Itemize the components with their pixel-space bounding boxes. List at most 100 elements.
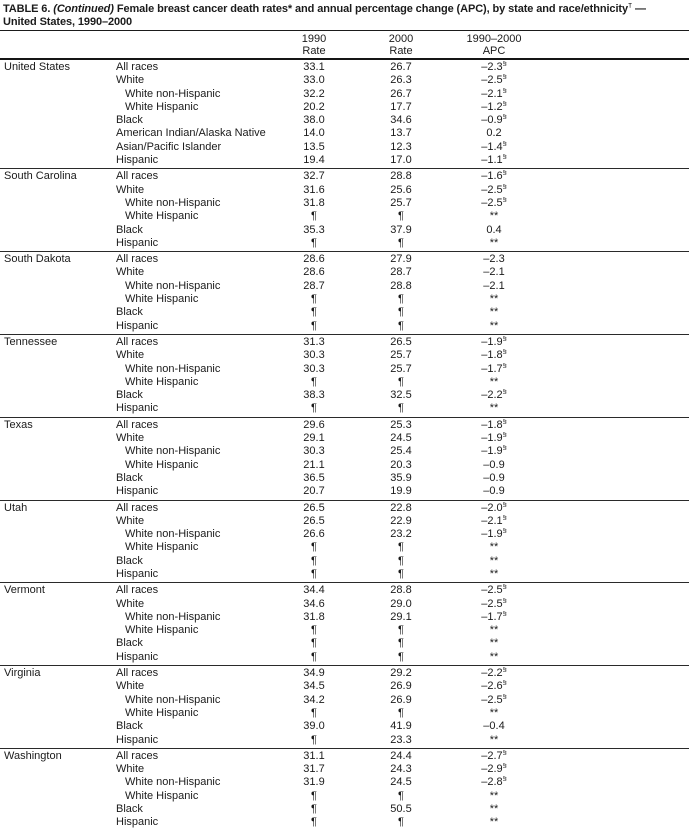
row-spacer [544, 816, 689, 829]
header-spacer-race [116, 33, 270, 57]
row-spacer [544, 237, 689, 250]
section-sign-footnote-marker: § [502, 667, 507, 674]
row-spacer [544, 598, 689, 611]
apc-value: –1.1§ [444, 154, 544, 167]
state-label [0, 694, 116, 707]
row-spacer [544, 101, 689, 114]
row-spacer [544, 127, 689, 140]
row-spacer [544, 776, 689, 789]
rate-2000-value: 28.8 [390, 584, 412, 597]
apc-value: ** [489, 816, 499, 829]
rate-1990-value: 30.3 [303, 362, 325, 375]
row-spacer [544, 293, 689, 306]
rate-1990-value: 14.0 [303, 127, 325, 140]
apc-value: –2.8§ [444, 776, 544, 789]
race-label: White Hispanic [125, 293, 199, 306]
section-sign-footnote-marker: § [502, 501, 507, 508]
state-label [0, 293, 116, 306]
rate-1990-value: 31.9 [303, 776, 325, 789]
rate-2000-value: ¶ [398, 624, 404, 637]
state-label [0, 141, 116, 154]
race-label: Hispanic [116, 650, 159, 663]
state-label [0, 101, 116, 114]
race-label: White non-Hispanic [125, 196, 221, 209]
table-row: White Hispanic ¶ ¶ ** [0, 624, 689, 637]
rate-1990-value: 28.7 [303, 279, 325, 292]
table-row: United States All races 33.1 26.7 –2.3§ [0, 61, 689, 74]
state-label [0, 720, 116, 733]
race-label: Black [116, 637, 143, 650]
state-label: United States [4, 61, 71, 73]
rate-2000-value: 12.3 [390, 140, 412, 153]
race-label: White non-Hispanic [125, 362, 221, 375]
row-spacer [544, 459, 689, 472]
apc-value: –2.7§ [444, 750, 544, 763]
race-label: All races [116, 61, 159, 73]
race-label: White [116, 432, 145, 445]
state-label [0, 598, 116, 611]
table-row: White Hispanic ¶ ¶ ** [0, 541, 689, 554]
apc-value: ** [489, 210, 499, 223]
header-spacer-end [544, 33, 689, 57]
race-label: Hispanic [116, 733, 159, 746]
row-spacer [544, 502, 689, 515]
state-label [0, 445, 116, 458]
rate-1990-value: 33.1 [303, 61, 325, 73]
rate-1990-value: 20.2 [303, 100, 325, 113]
rate-2000-value: 17.0 [390, 154, 412, 167]
race-label: Black [116, 720, 143, 733]
row-spacer [544, 320, 689, 333]
state-label [0, 210, 116, 223]
apc-value: –1.7§ [444, 611, 544, 624]
race-label: All races [116, 335, 159, 348]
row-spacer [544, 472, 689, 485]
state-label [0, 266, 116, 279]
table-title: TABLE 6. (Continued) Female breast cance… [0, 3, 689, 31]
section-sign-footnote-marker: § [502, 100, 507, 108]
apc-value: ** [489, 733, 499, 746]
apc-value: –0.4 [483, 720, 505, 733]
row-spacer [544, 419, 689, 432]
state-label [0, 734, 116, 747]
row-spacer [544, 763, 689, 776]
race-label: White non-Hispanic [125, 528, 221, 541]
section-sign-footnote-marker: § [502, 87, 507, 94]
table-row: Tennessee All races 31.3 26.5 –1.9§ [0, 336, 689, 349]
apc-value: ** [489, 375, 499, 388]
apc-value: ** [489, 567, 499, 580]
state-label [0, 707, 116, 720]
column-header-unit: APC [482, 45, 506, 57]
rate-1990-value: ¶ [311, 375, 317, 388]
apc-value: –1.9§ [444, 336, 544, 349]
row-spacer [544, 707, 689, 720]
race-label: All races [116, 667, 159, 680]
rate-1990-value: 34.6 [303, 597, 325, 610]
rate-1990-value: ¶ [311, 706, 317, 719]
race-label: White Hispanic [125, 210, 199, 223]
rate-2000-value: 26.9 [390, 693, 412, 706]
race-label: Black [116, 471, 143, 484]
rate-2000-value: ¶ [398, 375, 404, 388]
rate-1990-value: ¶ [311, 733, 317, 746]
table-row: South Dakota All races 28.6 27.9 –2.3 [0, 253, 689, 266]
table-row: White non-Hispanic 31.8 29.1 –1.7§ [0, 611, 689, 624]
rate-1990-value: ¶ [311, 816, 317, 829]
rate-1990-value: 33.0 [303, 74, 325, 87]
table-row: Washington All races 31.1 24.4 –2.7§ [0, 750, 689, 763]
state-label [0, 555, 116, 568]
state-section: Washington All races 31.1 24.4 –2.7§ Whi… [0, 747, 689, 830]
row-spacer [544, 694, 689, 707]
race-label: White non-Hispanic [125, 445, 221, 458]
apc-value: –0.9§ [444, 114, 544, 127]
rate-2000-value: ¶ [398, 210, 404, 223]
title-dash: — [635, 3, 646, 15]
table-row: White 33.0 26.3 –2.5§ [0, 74, 689, 87]
row-spacer [544, 74, 689, 87]
rate-1990-value: ¶ [311, 293, 317, 306]
table-row: Hispanic ¶ ¶ ** [0, 320, 689, 333]
race-label: White [116, 680, 145, 693]
apc-value: ** [489, 803, 499, 816]
rate-1990-value: 38.3 [303, 389, 325, 402]
rate-1990-value: ¶ [311, 541, 317, 554]
section-sign-footnote-marker: § [502, 349, 507, 356]
